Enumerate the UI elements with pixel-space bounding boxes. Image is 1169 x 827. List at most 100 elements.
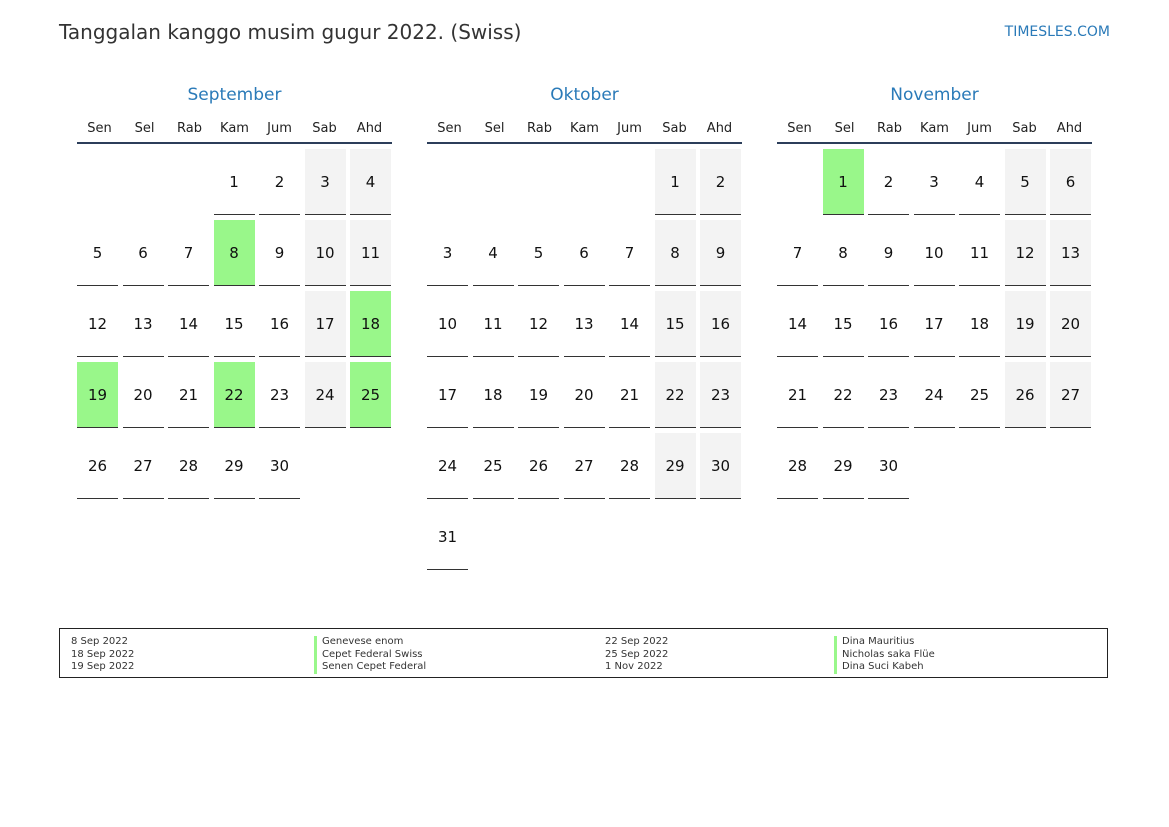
day-grid: 1 2 3 4 5 6 7 8 9 10 11 12 13 14 15 16 17 18 19 20 21 22 23 24 2… [777,149,1092,499]
holiday-day-cell: 22 [213,362,255,428]
legend-date: 19 Sep 2022 [71,661,135,672]
day-cell: 15 [213,291,255,357]
weekday-header: Sen Sel Rab Kam Jum Sab Ahd [777,114,1092,144]
legend-date: 22 Sep 2022 [605,636,669,647]
weekday-label: Jum [267,120,292,136]
legend-holiday-name: Nicholas saka Flüe [834,648,935,661]
holiday-legend: 8 Sep 2022 18 Sep 2022 19 Sep 2022 Genev… [59,628,1108,678]
empty-cell [168,149,209,215]
day-cell: 2 [259,149,300,215]
day-cell: 5 [77,220,118,286]
day-cell: 26 [77,433,118,499]
weekday-label: Kam [920,120,949,136]
empty-cell [473,149,514,215]
empty-cell [777,149,818,215]
day-cell: 27 [122,433,164,499]
day-cell: 21 [609,362,650,428]
day-cell: 10 [913,220,955,286]
day-cell: 14 [609,291,650,357]
day-cell: 9 [868,220,909,286]
day-cell: 27 [1050,362,1091,428]
empty-cell [123,149,164,215]
legend-holiday-name: Genevese enom [314,636,426,649]
day-cell: 22 [654,362,696,428]
day-cell: 6 [563,220,605,286]
day-cell: 28 [168,433,209,499]
day-cell: 1 [213,149,255,215]
day-cell: 1 [654,149,696,215]
empty-cell [77,149,118,215]
day-cell: 29 [822,433,864,499]
day-cell: 16 [868,291,909,357]
day-cell: 30 [700,433,741,499]
day-cell: 7 [777,220,818,286]
day-grid: 1 2 3 4 5 6 7 8 9 10 11 12 13 14 15 16 17 18 19 20 21 22 23 24 2… [77,149,392,499]
weekday-label: Rab [877,120,902,136]
day-cell: 13 [563,291,605,357]
day-cell: 21 [777,362,818,428]
day-cell: 19 [1004,291,1046,357]
day-cell: 18 [472,362,514,428]
day-cell: 30 [259,433,300,499]
day-cell: 21 [168,362,209,428]
day-cell: 6 [1050,149,1091,215]
day-cell: 29 [654,433,696,499]
day-cell: 3 [427,220,468,286]
day-cell: 27 [563,433,605,499]
day-cell: 25 [959,362,1000,428]
day-cell: 9 [700,220,741,286]
legend-holiday-name: Cepet Federal Swiss [314,648,426,661]
day-cell: 5 [518,220,559,286]
day-cell: 10 [304,220,346,286]
month-name: November [890,85,979,105]
legend-holiday-name: Dina Mauritius [834,636,935,649]
day-cell: 16 [259,291,300,357]
day-cell: 15 [822,291,864,357]
site-link[interactable]: TIMESLES.COM [1004,24,1110,40]
legend-names-2: Dina Mauritius Nicholas saka Flüe Dina S… [834,636,935,674]
weekday-label: Sen [787,120,812,136]
weekday-label: Sen [87,120,112,136]
day-cell: 28 [609,433,650,499]
weekday-label: Sel [134,120,155,136]
empty-cell [564,149,605,215]
day-cell: 20 [122,362,164,428]
day-cell: 13 [1050,220,1091,286]
day-cell: 4 [472,220,514,286]
holiday-day-cell: 8 [213,220,255,286]
holiday-day-cell: 1 [822,149,864,215]
day-cell: 2 [868,149,909,215]
day-cell: 31 [427,504,468,570]
weekday-label: Rab [527,120,552,136]
day-cell: 24 [304,362,346,428]
weekday-label: Ahd [356,120,383,136]
weekday-label: Sab [662,120,687,136]
day-cell: 24 [427,433,468,499]
day-cell: 3 [304,149,346,215]
day-cell: 9 [259,220,300,286]
day-cell: 30 [868,433,909,499]
day-cell: 13 [122,291,164,357]
day-cell: 20 [563,362,605,428]
day-cell: 17 [304,291,346,357]
day-cell: 7 [609,220,650,286]
day-cell: 8 [822,220,864,286]
day-cell: 24 [913,362,955,428]
weekday-label: Ahd [1056,120,1083,136]
day-cell: 23 [259,362,300,428]
weekday-label: Kam [220,120,249,136]
legend-holiday-name: Senen Cepet Federal [314,661,426,674]
day-cell: 7 [168,220,209,286]
legend-date: 1 Nov 2022 [605,661,663,672]
day-cell: 20 [1050,291,1091,357]
weekday-label: Sel [834,120,855,136]
day-cell: 12 [518,291,559,357]
day-cell: 25 [472,433,514,499]
legend-date: 18 Sep 2022 [71,648,135,660]
weekday-label: Sab [1012,120,1037,136]
day-cell: 19 [518,362,559,428]
weekday-label: Sel [484,120,505,136]
day-cell: 11 [472,291,514,357]
